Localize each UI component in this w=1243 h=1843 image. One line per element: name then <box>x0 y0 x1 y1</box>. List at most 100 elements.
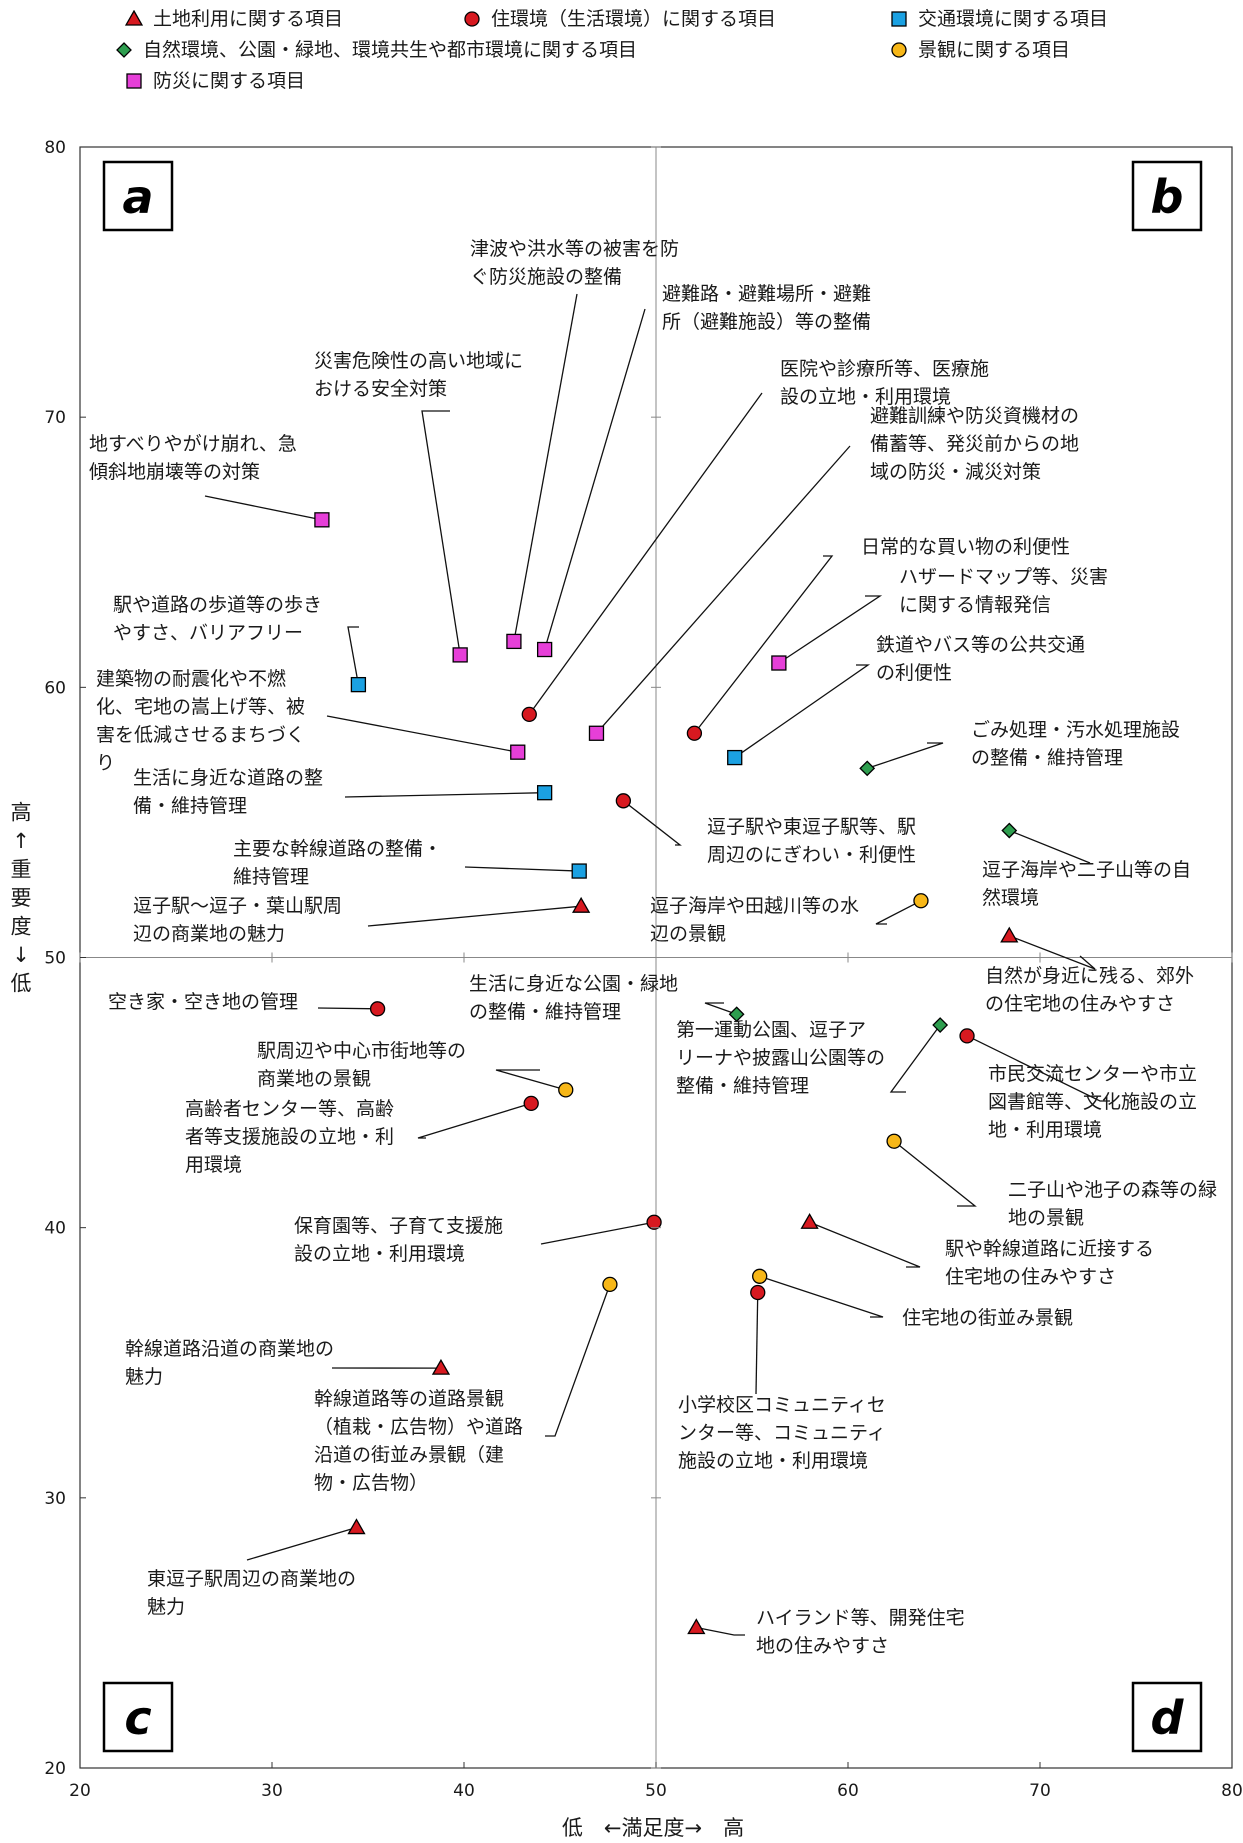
point-label: 逗子駅～逗子・葉山駅周辺の商業地の魅力 <box>133 895 342 945</box>
point-label-line: 施設の立地・利用環境 <box>678 1450 868 1472</box>
point-label-line: 商業地の景観 <box>257 1068 371 1090</box>
leader-line <box>204 495 323 521</box>
point-marker-living <box>686 725 703 741</box>
point-label-line: 害を低減させるまちづく <box>96 724 305 746</box>
point-label: 生活に身近な公園・緑地の整備・維持管理 <box>469 973 678 1023</box>
point-label-line: 自然が身近に残る、郊外 <box>985 965 1194 987</box>
point-marker-nature <box>932 1017 949 1033</box>
legend-label: 交通環境に関する項目 <box>918 8 1109 30</box>
y-axis-label-char: ↓ <box>12 943 30 967</box>
point-label-line: 住宅地の街並み景観 <box>902 1307 1073 1329</box>
point-label-line: ごみ処理・汚水処理施設 <box>971 719 1180 741</box>
point-marker-traffic <box>727 749 743 766</box>
point-marker-living <box>521 706 537 722</box>
leader-line <box>696 1626 745 1636</box>
point-marker-living <box>959 1028 975 1044</box>
leader-line <box>495 1069 566 1091</box>
point-label-line: 図書館等、文化施設の立 <box>988 1091 1197 1113</box>
y-axis-label: 高 ↑ 重要度 ↓ 低 <box>11 800 32 995</box>
point-label: 生活に身近な道路の整備・維持管理 <box>133 767 323 817</box>
point-label-line: （植栽・広告物）や道路 <box>314 1416 523 1438</box>
leader-line <box>417 1102 532 1139</box>
point-label-line: 駅や幹線道路に近接する <box>945 1238 1154 1260</box>
point-marker-traffic <box>350 676 367 693</box>
quadrant-c-box <box>102 1681 174 1753</box>
point-label-line: 生活に身近な道路の整 <box>133 767 323 789</box>
point-label-line: 小学校区コミュニティセ <box>678 1394 886 1416</box>
quadrant-a-label: a <box>122 170 153 224</box>
point-label: 逗子海岸や田越川等の水辺の景観 <box>650 895 859 945</box>
point-label-line: 避難路・避難場所・避難 <box>662 283 871 305</box>
legend-label: 自然環境、公園・緑地、環境共生や都市環境に関する項目 <box>143 39 638 61</box>
point-label: 幹線道路等の道路景観 （植栽・広告物）や道路沿道の街並み景観（建物・広告物） <box>314 1388 523 1494</box>
y-tick-label: 50 <box>44 949 66 969</box>
quadrant-d-box <box>1131 1681 1203 1753</box>
leader-line <box>1009 935 1096 970</box>
point-marker-disaster <box>536 641 553 658</box>
y-axis-label-char: 重 <box>11 857 32 881</box>
leader-line <box>734 664 871 759</box>
point-marker-scenery <box>752 1268 768 1284</box>
point-label-line: ハイランド等、開発住宅 <box>756 1607 965 1629</box>
leader-line <box>809 1221 921 1268</box>
leader-line <box>421 410 461 656</box>
point-label-line: 高齢者センター等、高齢 <box>185 1098 394 1120</box>
point-label: 市民交流センターや市立図書館等、文化施設の立地・利用環境 <box>988 1063 1197 1141</box>
point-label: 駅や幹線道路に近接する住宅地の住みやすさ <box>945 1238 1154 1288</box>
point-label: 避難路・避難場所・避難所（避難施設）等の整備 <box>662 283 871 333</box>
point-label: ハイランド等、開発住宅地の住みやすさ <box>756 1607 965 1657</box>
point-label-line: 東逗子駅周辺の商業地の <box>147 1568 356 1590</box>
point-label-line: 逗子海岸や二子山等の自 <box>982 859 1191 881</box>
y-axis-label-char: 要 <box>11 886 32 910</box>
point-label-line: り <box>96 752 115 774</box>
point-label-line: 津波や洪水等の被害を防 <box>470 238 679 260</box>
point-label-line: 医院や診療所等、医療施 <box>780 358 989 380</box>
leader-line <box>875 900 922 925</box>
x-tick-label: 30 <box>261 1781 283 1801</box>
point-label: 住宅地の街並み景観 <box>902 1307 1073 1329</box>
point-marker-land <box>1000 926 1019 943</box>
point-label: 駅や道路の歩道等の歩きやすさ、バリアフリー <box>113 594 322 644</box>
legend-symbol-living <box>464 11 480 27</box>
point-label-line: 逗子駅や東逗子駅等、駅 <box>707 816 916 838</box>
y-tick-label: 30 <box>44 1489 66 1509</box>
point-label-line: 第一運動公園、逗子ア <box>676 1019 866 1041</box>
point-marker-disaster <box>506 633 522 650</box>
x-tick-label: 50 <box>645 1781 667 1801</box>
point-marker-land <box>687 1618 706 1635</box>
point-label-line: 避難訓練や防災資機材の <box>870 405 1079 427</box>
leader-line <box>755 1292 759 1395</box>
point-label: 第一運動公園、逗子アリーナや披露山公園等の整備・維持管理 <box>676 1019 885 1097</box>
point-label-line: ぐ防災施設の整備 <box>470 266 622 288</box>
x-tick-label: 40 <box>453 1781 475 1801</box>
legend-label: 景観に関する項目 <box>918 39 1071 61</box>
point-marker-living <box>615 793 632 809</box>
point-label: ハザードマップ等、災害に関する情報発信 <box>899 566 1108 616</box>
point-label: 建築物の耐震化や不燃化、宅地の嵩上げ等、被害を低減させるまちづくり <box>96 668 305 774</box>
point-label: 東逗子駅周辺の商業地の魅力 <box>147 1568 356 1618</box>
point-label-line: 魅力 <box>147 1596 185 1618</box>
point-label-line: 備・維持管理 <box>133 795 247 817</box>
y-tick-label: 70 <box>44 408 66 428</box>
point-label: 地すべりやがけ崩れ、急傾斜地崩壊等の対策 <box>89 433 297 483</box>
point-marker-disaster <box>771 655 787 671</box>
leader-line <box>528 392 763 715</box>
point-label-line: 設の立地・利用環境 <box>780 386 951 408</box>
legend-item-disaster: 防災に関する項目 <box>125 70 305 92</box>
point-label-line: 化、宅地の嵩上げ等、被 <box>96 696 305 718</box>
point-marker-disaster <box>588 725 605 741</box>
quadrant-c-label: c <box>124 1691 151 1745</box>
point-label-line: に関する情報発信 <box>899 594 1051 616</box>
quadrant-a-box <box>102 160 174 232</box>
point-label-line: の利便性 <box>876 662 952 684</box>
leader-line <box>1009 829 1091 864</box>
point-label: 避難訓練や防災資機材の備蓄等、発災前からの地域の防災・減災対策 <box>870 405 1079 483</box>
point-marker-nature <box>1001 822 1018 839</box>
point-label: 自然が身近に残る、郊外の住宅地の住みやすさ <box>985 965 1194 1015</box>
point-label-line: 災害危険性の高い地域に <box>314 350 523 372</box>
point-label-line: 建築物の耐震化や不燃 <box>96 668 286 690</box>
y-axis-label-char: 低 <box>11 971 32 995</box>
point-marker-traffic <box>571 863 587 879</box>
leader-line <box>464 866 580 872</box>
point-label: 幹線道路沿道の商業地の魅力 <box>125 1338 334 1388</box>
